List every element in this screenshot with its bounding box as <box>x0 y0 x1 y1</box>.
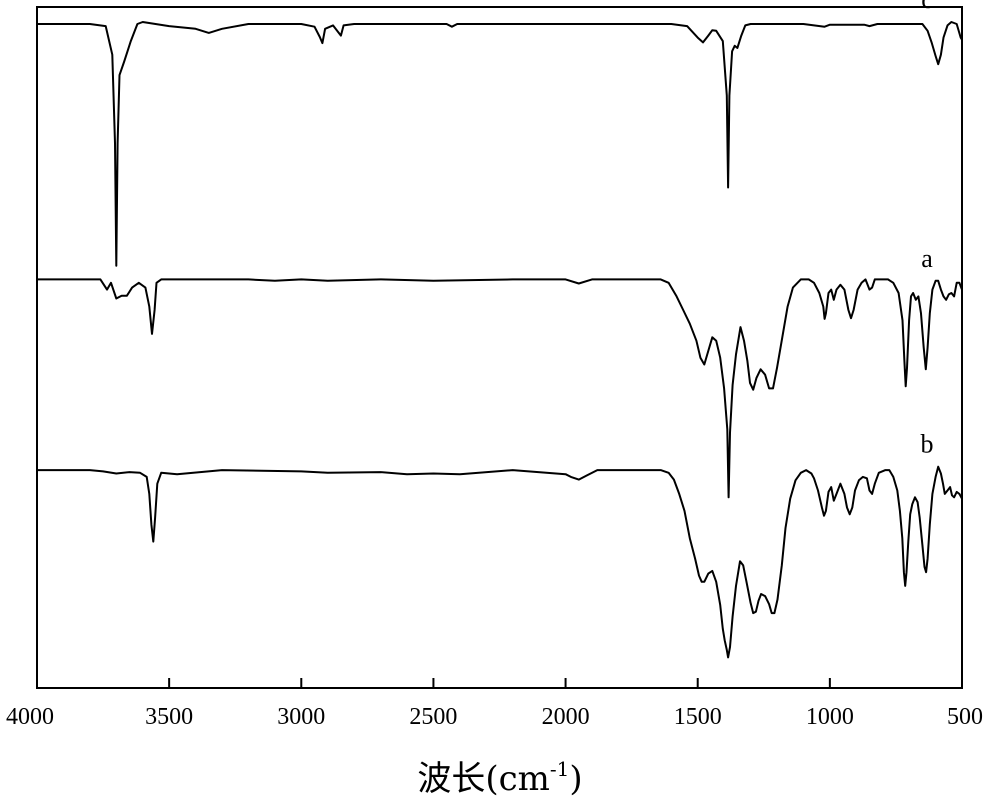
x-tick-label: 2500 <box>409 704 457 730</box>
x-tick-label: 1000 <box>806 704 854 730</box>
x-tick-label: 3500 <box>145 704 193 730</box>
series-label-b: b <box>921 430 934 459</box>
x-tick-label: 3000 <box>277 704 325 730</box>
x-tick-label: 1500 <box>674 704 722 730</box>
x-tick-label: 2000 <box>542 704 590 730</box>
x-axis-title: 波长(cm-1) <box>417 757 582 799</box>
series-label-c: c <box>921 0 933 14</box>
x-axis-ticks <box>36 678 963 688</box>
x-tick-label: 500 <box>947 704 983 730</box>
spectrum-series <box>37 21 963 659</box>
series-label-a: a <box>921 244 933 273</box>
series-line-a <box>37 278 963 499</box>
x-axis-tick-labels: 4000 3500 3000 2500 2000 1500 1000 500 <box>6 704 983 730</box>
series-labels: c a b <box>921 0 934 459</box>
x-tick-label: 4000 <box>6 704 54 730</box>
series-line-c <box>37 21 963 267</box>
series-line-b <box>37 465 963 659</box>
plot-frame <box>36 6 963 689</box>
